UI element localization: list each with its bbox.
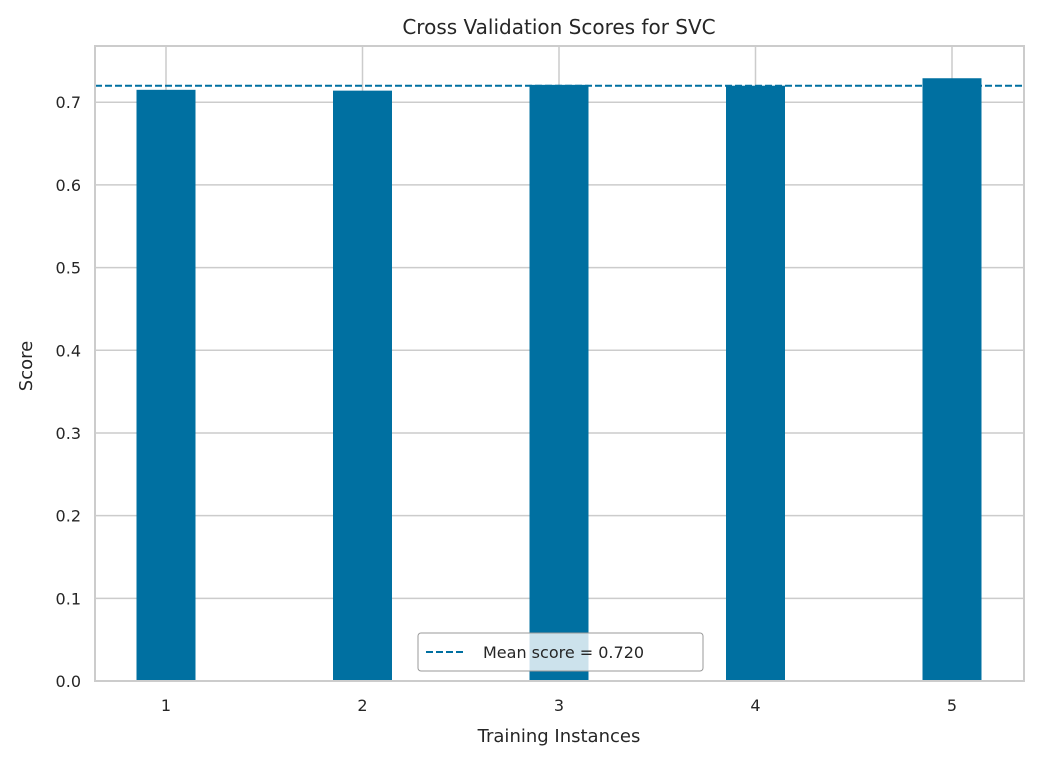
x-tick-labels: 1 2 3 4 5 bbox=[161, 696, 957, 715]
y-tick-label: 0.0 bbox=[56, 672, 81, 691]
y-tick-label: 0.2 bbox=[56, 507, 81, 526]
y-tick-label: 0.3 bbox=[56, 424, 81, 443]
bar-1 bbox=[136, 89, 196, 682]
chart-title: Cross Validation Scores for SVC bbox=[402, 15, 715, 39]
x-tick-label: 3 bbox=[554, 696, 564, 715]
y-tick-label: 0.1 bbox=[56, 589, 81, 608]
x-tick-label: 1 bbox=[161, 696, 171, 715]
x-axis-label: Training Instances bbox=[477, 726, 641, 747]
y-axis-label: Score bbox=[16, 341, 37, 391]
y-tick-label: 0.6 bbox=[56, 176, 81, 195]
bar-5 bbox=[922, 78, 982, 681]
legend-label: Mean score = 0.720 bbox=[483, 643, 644, 662]
y-tick-label: 0.4 bbox=[56, 341, 81, 360]
bars bbox=[136, 78, 982, 682]
plot-frame bbox=[94, 45, 1025, 682]
plot-border bbox=[94, 45, 1025, 682]
x-tick-label: 2 bbox=[357, 696, 367, 715]
x-tick-label: 5 bbox=[947, 696, 957, 715]
bar-4 bbox=[726, 85, 785, 681]
y-tick-label: 0.5 bbox=[56, 259, 81, 278]
bar-2 bbox=[333, 90, 392, 681]
legend: Mean score = 0.720 bbox=[417, 632, 704, 672]
y-tick-labels: 0.0 0.1 0.2 0.3 0.4 0.5 0.6 0.7 bbox=[56, 93, 81, 691]
legend-box bbox=[417, 632, 704, 672]
x-tick-label: 4 bbox=[750, 696, 760, 715]
bar-3 bbox=[529, 84, 589, 682]
y-tick-label: 0.7 bbox=[56, 93, 81, 112]
